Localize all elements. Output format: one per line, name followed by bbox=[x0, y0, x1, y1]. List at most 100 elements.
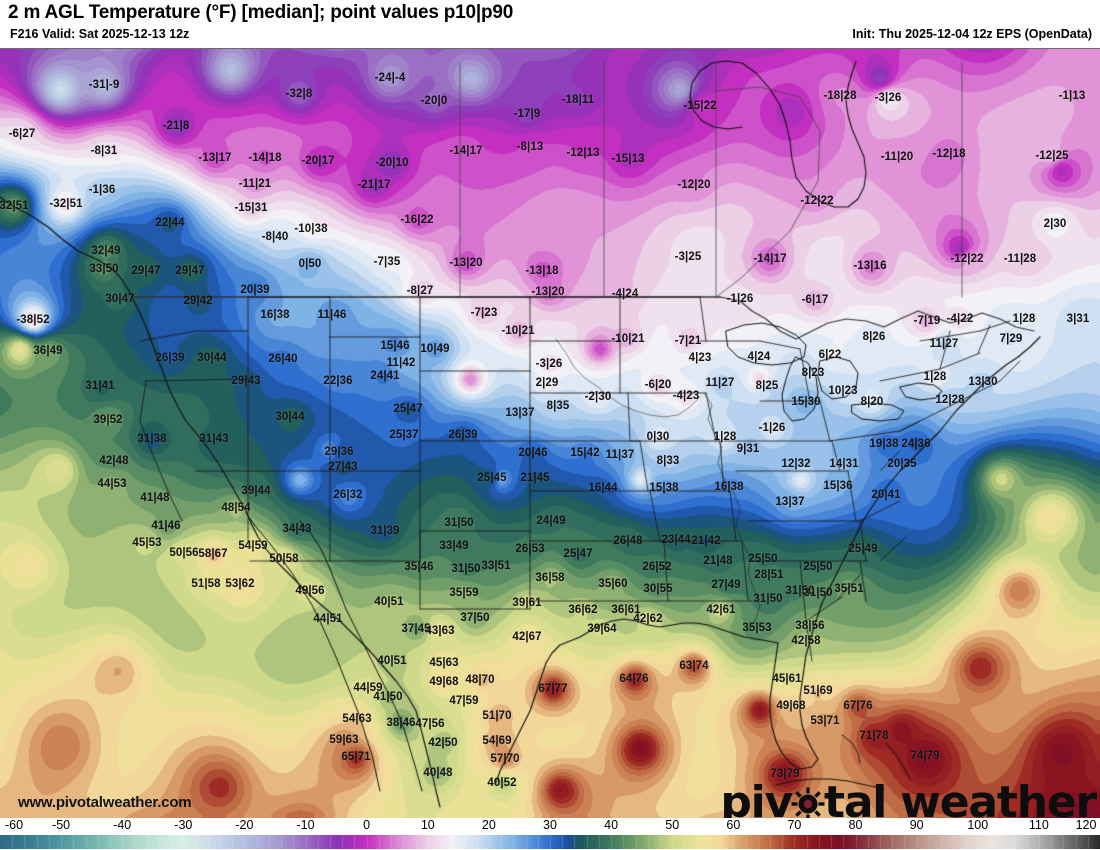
point-value-label: 26|32 bbox=[333, 489, 363, 501]
point-value-label: 25|47 bbox=[563, 548, 593, 560]
point-value-label: 39|64 bbox=[587, 623, 617, 635]
colorbar-tick: 60 bbox=[726, 818, 741, 832]
point-value-label: 51|69 bbox=[803, 685, 833, 697]
point-value-label: 64|76 bbox=[619, 673, 649, 685]
point-value-label: 14|31 bbox=[829, 458, 859, 470]
point-value-label: -7|19 bbox=[913, 315, 941, 327]
point-value-label: 63|74 bbox=[679, 660, 709, 672]
point-value-label: 25|47 bbox=[393, 403, 423, 415]
point-value-label: -32|8 bbox=[285, 88, 313, 100]
point-value-label: -13|17 bbox=[198, 152, 232, 164]
point-value-label: 19|38 bbox=[869, 438, 899, 450]
point-value-label: -31|-9 bbox=[88, 79, 120, 91]
point-value-label: -20|10 bbox=[375, 157, 409, 169]
point-value-label: -4|23 bbox=[672, 390, 700, 402]
point-value-label: 20|41 bbox=[871, 489, 901, 501]
point-value-label: 11|27 bbox=[929, 338, 959, 350]
point-value-label: 15|46 bbox=[380, 340, 410, 352]
point-value-label: -11|21 bbox=[238, 178, 272, 190]
point-value-label: 59|63 bbox=[329, 734, 359, 746]
point-value-label: 36|49 bbox=[33, 345, 63, 357]
point-value-label: 40|48 bbox=[423, 767, 453, 779]
point-value-label: 7|29 bbox=[999, 333, 1023, 345]
colorbar-tick: 40 bbox=[604, 818, 619, 832]
point-value-label: 23|44 bbox=[661, 534, 691, 546]
colorbar[interactable]: -60 -50 -40 -30 -20 -10 0 10 20 30 40 50 60 70 80 90 100… bbox=[0, 818, 1100, 850]
point-value-label: 35|59 bbox=[449, 587, 479, 599]
point-value-label: 8|33 bbox=[656, 455, 680, 467]
colorbar-tick: 80 bbox=[848, 818, 863, 832]
point-value-label: 47|56 bbox=[415, 718, 445, 730]
point-value-label: 30|55 bbox=[643, 583, 673, 595]
point-value-label: 4|24 bbox=[747, 351, 771, 363]
point-value-label: -12|22 bbox=[800, 195, 834, 207]
point-value-label: 13|37 bbox=[775, 496, 805, 508]
point-value-label: 25|50 bbox=[748, 553, 778, 565]
map-viewport[interactable]: -31|-9 -6|27 -21|8 -32|8 -24|-4 -20|0 -17|9 -18… bbox=[0, 48, 1100, 819]
point-value-label: 38|46 bbox=[386, 717, 416, 729]
point-value-label: -10|38 bbox=[294, 223, 328, 235]
init-time-label: Init: Thu 2025-12-04 12z EPS (OpenData) bbox=[852, 27, 1092, 41]
point-value-label: -10|21 bbox=[611, 333, 645, 345]
point-value-label: 54|63 bbox=[342, 713, 372, 725]
point-value-label: -6|17 bbox=[801, 294, 829, 306]
point-value-label: 26|48 bbox=[613, 535, 643, 547]
point-value-label: 24|36 bbox=[901, 438, 931, 450]
valid-time-label: F216 Valid: Sat 2025-12-13 12z bbox=[10, 27, 190, 41]
colorbar-tick: 0 bbox=[363, 818, 371, 832]
gear-sun-icon bbox=[791, 787, 825, 819]
point-value-label: -3|25 bbox=[674, 251, 702, 263]
point-value-label: -32|51 bbox=[49, 198, 83, 210]
colorbar-tick: 100 bbox=[967, 818, 989, 832]
point-value-label: -11|20 bbox=[880, 151, 914, 163]
point-value-label: 8|35 bbox=[546, 400, 570, 412]
point-value-label: -12|13 bbox=[566, 147, 600, 159]
point-value-label: 57|70 bbox=[490, 753, 520, 765]
colorbar-tick: 90 bbox=[909, 818, 924, 832]
point-value-label: 22|36 bbox=[323, 375, 353, 387]
colorbar-tick: 70 bbox=[787, 818, 802, 832]
colorbar-tick: -60 bbox=[4, 818, 24, 832]
point-value-label: 67|76 bbox=[843, 700, 873, 712]
point-value-label: 40|52 bbox=[487, 777, 517, 789]
point-value-label: 2|29 bbox=[535, 377, 559, 389]
point-value-label: 37|45 bbox=[401, 623, 431, 635]
point-value-label: 31|39 bbox=[370, 525, 400, 537]
point-value-label: 36|61 bbox=[611, 604, 641, 616]
point-value-label: 15|36 bbox=[823, 480, 853, 492]
point-value-label: 26|39 bbox=[448, 429, 478, 441]
point-value-label: -10|21 bbox=[501, 325, 535, 337]
point-value-label: 30|44 bbox=[197, 352, 227, 364]
point-value-label: 38|56 bbox=[795, 620, 825, 632]
point-value-label: 9|31 bbox=[736, 443, 760, 455]
point-value-label: 53|71 bbox=[810, 715, 840, 727]
colorbar-tick: 110 bbox=[1028, 818, 1049, 832]
point-value-label: 4|23 bbox=[688, 352, 712, 364]
point-value-label: 6|22 bbox=[818, 349, 842, 361]
point-value-label: 0|30 bbox=[646, 431, 670, 443]
point-value-label: 35|51 bbox=[834, 583, 864, 595]
colorbar-tick-labels: -60 -50 -40 -30 -20 -10 0 10 20 30 40 50 60 70 80 90 100… bbox=[0, 818, 1100, 834]
point-value-label: 21|48 bbox=[703, 555, 733, 567]
point-value-label: 39|44 bbox=[241, 485, 271, 497]
point-value-label: -38|52 bbox=[16, 314, 50, 326]
point-value-label: -18|11 bbox=[561, 94, 595, 106]
point-value-label: 10|23 bbox=[828, 385, 858, 397]
point-value-label: -4|22 bbox=[946, 313, 974, 325]
colorbar-tick: 10 bbox=[420, 818, 435, 832]
point-value-label: 8|26 bbox=[862, 331, 886, 343]
point-value-label: -11|28 bbox=[1003, 253, 1037, 265]
point-value-label: 20|46 bbox=[518, 447, 548, 459]
colorbar-tick: 20 bbox=[481, 818, 496, 832]
point-value-label: -13|16 bbox=[853, 260, 887, 272]
point-value-label: 54|59 bbox=[238, 540, 268, 552]
point-value-label: 31|50 bbox=[444, 517, 474, 529]
point-value-label: 26|52 bbox=[642, 561, 672, 573]
point-value-label: -13|20 bbox=[449, 257, 483, 269]
point-value-label: 36|62 bbox=[568, 604, 598, 616]
point-value-label: -18|28 bbox=[823, 90, 857, 102]
point-value-label: 58|67 bbox=[198, 548, 228, 560]
point-value-label: 28|51 bbox=[754, 569, 784, 581]
point-value-label: 31|41 bbox=[85, 380, 115, 392]
